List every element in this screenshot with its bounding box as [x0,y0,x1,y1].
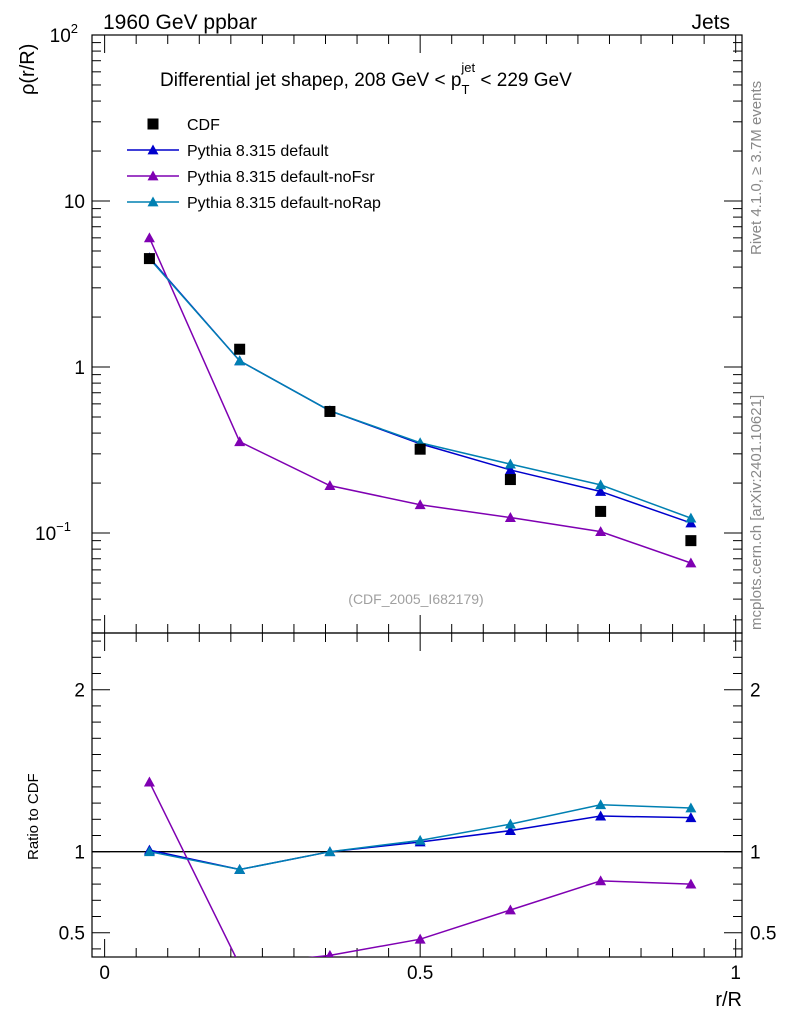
series-point [324,480,336,491]
data-point [143,253,155,265]
y-tick-label: 1 [74,358,85,379]
series-point [414,499,426,510]
mcplots-citation-label: mcplots.cern.ch [arXiv:2401.10621] [748,395,765,630]
title-sub: T [461,82,469,97]
series-line [148,237,692,564]
y-tick-exponent: 2 [71,21,78,36]
series-point [685,557,697,568]
series-line [148,257,692,524]
ratio-series-point [504,904,516,915]
ratio-series-point [685,878,697,889]
data-point [685,535,697,547]
series-point [685,512,697,523]
y-tick-base: 10 [35,524,56,545]
legend: CDF Pythia 8.315 default Pythia 8.315 defa… [127,117,381,212]
legend-marker [147,118,159,130]
main-y-axis-label: ρ(r/R) [17,44,39,95]
legend-label: Pythia 8.315 default-noFsr [187,169,375,186]
ratio-axis-ticks: 0.5 0.5 1 1 2 2 0 0.5 1 [59,633,776,984]
series-point [504,458,516,469]
ratio-y-tick-label-right: 1 [750,843,761,864]
ratio-y-tick-label-right: 0.5 [750,924,776,945]
ratio-y-tick-label: 0.5 [59,924,85,945]
title-prefix: Differential jet shapeρ, 208 GeV < p [160,70,461,91]
legend-marker [147,196,159,207]
ratio-series-point [324,846,336,857]
legend-marker [147,170,159,181]
series-point [504,512,516,522]
data-point [234,343,246,355]
ratio-series-point [504,825,516,836]
ratio-series-point [595,799,607,810]
legend-entry: CDF [147,117,220,134]
data-point [414,443,426,455]
ratio-plot-frame [91,632,743,958]
ratio-y-axis-label: Ratio to CDF [25,773,42,860]
series-point [234,355,246,366]
main-plot-title: Differential jet shapeρ, 208 GeV < pTjet… [160,60,572,97]
ratio-series-point [685,812,697,823]
title-suffix: < 229 GeV [475,70,572,91]
legend-entry: Pythia 8.315 default-noRap [127,195,381,212]
x-tick-label: 1 [730,963,741,984]
y-tick-exponent: −1 [56,519,71,534]
rivet-version-label: Rivet 4.1.0, ≥ 3.7M events [748,81,765,255]
legend-label: CDF [187,117,220,134]
header-category-label: Jets [691,11,730,34]
y-tick-label: 102 [50,21,78,47]
data-point [504,474,516,486]
legend-label: Pythia 8.315 default [187,143,329,160]
ratio-series-layer [143,776,697,957]
ratio-series-point [685,802,697,813]
ratio-series-point [595,875,607,886]
ratio-series-point [414,933,426,944]
ratio-series-point [234,864,246,874]
series-point [143,232,155,243]
y-tick-base: 10 [50,26,71,47]
series-point [595,479,607,490]
legend-marker [147,144,159,155]
series-line [148,258,692,519]
series-point [595,485,607,496]
ratio-series-point [143,846,155,857]
series-point [504,464,516,475]
ratio-series-point [325,949,334,957]
legend-entry: Pythia 8.315 default-noFsr [127,169,375,186]
legend-label: Pythia 8.315 default-noRap [187,195,381,212]
ratio-series-point [143,776,155,787]
x-axis-label: r/R [715,989,742,1011]
ratio-y-tick-label-right: 2 [750,681,761,702]
x-tick-label: 0.5 [407,963,433,984]
analysis-watermark: (CDF_2005_I682179) [348,591,483,607]
ratio-y-tick-label: 2 [74,681,85,702]
ratio-y-tick-label: 1 [74,843,85,864]
ratio-series-point [414,834,426,845]
main-series-layer [143,232,697,568]
legend-entry: Pythia 8.315 default [127,143,329,160]
data-point [324,405,336,417]
x-tick-label: 0 [99,963,110,984]
series-point [595,526,607,537]
y-tick-label: 10−1 [35,519,71,545]
header-energy-label: 1960 GeV ppbar [103,11,257,34]
series-point [234,436,246,447]
data-point [595,505,607,517]
y-tick-label: 10 [64,192,85,213]
ratio-series-point [504,818,516,829]
ratio-series-clip-group [143,776,697,957]
title-sup: jet [460,60,475,75]
ratio-series-point [595,810,607,821]
